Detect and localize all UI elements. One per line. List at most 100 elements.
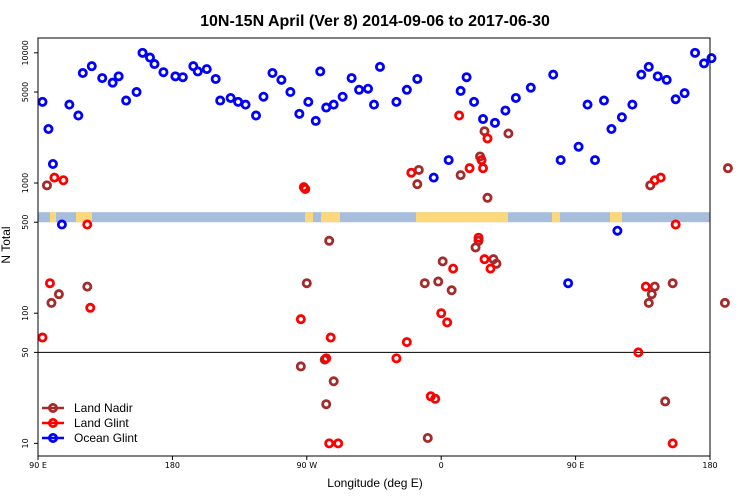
data-point <box>37 332 48 343</box>
data-point <box>437 256 448 267</box>
data-point <box>598 95 609 106</box>
data-point <box>201 64 212 75</box>
data-point <box>612 225 623 236</box>
data-point <box>412 73 423 84</box>
data-point <box>53 289 64 300</box>
data-point <box>478 163 489 174</box>
data-point <box>295 361 306 372</box>
y-tick-label: 100 <box>21 306 30 321</box>
data-point <box>192 66 203 77</box>
data-point <box>548 69 559 80</box>
data-point <box>606 123 617 134</box>
data-point <box>374 61 385 72</box>
data-point <box>667 278 678 289</box>
y-tick-label: 1000 <box>21 173 30 193</box>
data-point <box>500 105 511 116</box>
data-point <box>310 115 321 126</box>
data-point <box>295 314 306 325</box>
data-point <box>210 73 221 84</box>
band-land-segment <box>416 212 508 223</box>
data-point <box>454 110 465 121</box>
y-axis: 10 50 100 500 1000 5000 10000 <box>21 40 38 448</box>
data-point <box>49 172 60 183</box>
data-point <box>655 172 666 183</box>
band-strip <box>38 212 710 223</box>
data-point <box>58 175 69 186</box>
data-point <box>722 163 733 174</box>
data-point <box>643 61 654 72</box>
series-ocean-glint <box>37 47 717 289</box>
data-point <box>301 278 312 289</box>
data-point <box>337 91 348 102</box>
legend-label: Ocean Glint <box>74 431 138 445</box>
data-point <box>401 84 412 95</box>
data-point <box>479 254 490 265</box>
data-point <box>86 61 97 72</box>
data-point <box>37 96 48 107</box>
data-point <box>446 285 457 296</box>
data-point <box>43 123 54 134</box>
data-point <box>627 99 638 110</box>
data-point <box>661 74 672 85</box>
data-point <box>64 99 75 110</box>
data-point <box>97 73 108 84</box>
legend-label: Land Glint <box>74 416 129 430</box>
band-land-segment <box>321 212 340 223</box>
data-point <box>363 83 374 94</box>
data-point <box>455 85 466 96</box>
data-point <box>391 353 402 364</box>
data-point <box>258 91 269 102</box>
data-point <box>670 94 681 105</box>
data-point <box>616 112 627 123</box>
data-point <box>442 317 453 328</box>
data-point <box>667 438 678 449</box>
legend-marker <box>48 417 59 428</box>
data-point <box>590 155 601 166</box>
data-point <box>137 47 148 58</box>
data-point <box>428 172 439 183</box>
data-point <box>294 108 305 119</box>
data-point <box>491 258 502 269</box>
data-point <box>240 99 251 110</box>
data-point <box>706 53 717 64</box>
data-point <box>158 67 169 78</box>
band-land-segment <box>76 212 92 223</box>
data-point <box>412 179 423 190</box>
data-point <box>46 297 57 308</box>
data-point <box>177 72 188 83</box>
data-point <box>482 192 493 203</box>
data-point <box>113 71 124 82</box>
x-tick-label: 90 E <box>567 461 585 470</box>
data-point <box>303 96 314 107</box>
data-point <box>649 281 660 292</box>
data-point <box>448 263 459 274</box>
data-point <box>582 99 593 110</box>
data-point <box>525 82 536 93</box>
data-point <box>215 95 226 106</box>
data-point <box>41 180 52 191</box>
data-point <box>461 72 472 83</box>
data-point <box>121 95 132 106</box>
data-point <box>430 393 441 404</box>
data-point <box>690 47 701 58</box>
data-point <box>315 66 326 77</box>
data-point <box>149 59 160 70</box>
data-point <box>401 337 412 348</box>
data-point <box>485 263 496 274</box>
data-point <box>719 297 730 308</box>
data-point <box>473 232 484 243</box>
data-point <box>85 302 96 313</box>
data-point <box>354 84 365 95</box>
data-point <box>328 99 339 110</box>
x-tick-label: 180 <box>165 461 180 470</box>
data-point <box>699 58 710 69</box>
band-layer <box>38 212 710 223</box>
data-point <box>482 133 493 144</box>
data-point <box>643 297 654 308</box>
legend-marker <box>48 432 59 443</box>
data-point <box>131 87 142 98</box>
data-point <box>455 170 466 181</box>
data-point <box>47 158 58 169</box>
